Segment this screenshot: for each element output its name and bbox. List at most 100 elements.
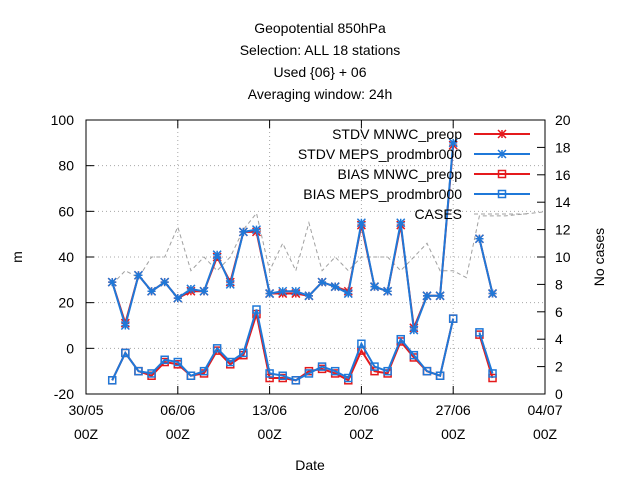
data-point: [107, 376, 117, 385]
data-point: [435, 291, 445, 301]
data-point: [383, 366, 392, 376]
legend: STDV MNWC_preop STDV MEPS_prodmbr000 BIAS …: [298, 126, 530, 222]
y2-tick-label: 20: [555, 112, 571, 128]
x-tick-label: 13/06: [252, 402, 287, 418]
y2-tick-label: 8: [555, 276, 563, 292]
data-point: [278, 371, 287, 380]
data-point: [409, 350, 419, 360]
x-tick-label: 00Z: [74, 426, 99, 442]
legend-label: STDV MNWC_preop: [332, 126, 462, 142]
data-point: [396, 218, 406, 228]
data-point: [199, 286, 209, 296]
data-point: [160, 355, 169, 364]
data-point: [422, 366, 432, 376]
data-point: [317, 277, 327, 287]
data-point: [304, 369, 314, 378]
x-tick-label: 00Z: [441, 426, 466, 442]
y2-tick-label: 12: [555, 222, 571, 238]
data-point: [330, 366, 340, 376]
data-point: [344, 373, 353, 383]
x-tick-label: 00Z: [258, 426, 283, 442]
series-1: [107, 138, 498, 335]
title-line: Averaging window: 24h: [248, 86, 393, 102]
y-axis-label: m: [9, 251, 25, 263]
data-point: [422, 291, 432, 301]
data-point: [173, 293, 183, 303]
data-point: [278, 286, 288, 296]
data-point: [226, 357, 235, 367]
legend-marker: [497, 129, 507, 139]
chart-title: Geopotential 850hPa Selection: ALL 18 sta…: [240, 20, 401, 102]
legend-label: STDV MEPS_prodmbr000: [298, 146, 462, 162]
y2-axis-label: No cases: [591, 228, 607, 286]
series-3: [107, 305, 497, 385]
data-point: [475, 328, 484, 337]
x-tick-label: 20/06: [344, 402, 379, 418]
data-point: [488, 369, 497, 378]
series-line: [111, 309, 494, 382]
series-4: [111, 211, 546, 285]
data-point: [291, 376, 301, 385]
data-point: [383, 286, 393, 296]
data-point: [448, 314, 458, 323]
data-point: [133, 270, 143, 280]
data-point: [291, 286, 301, 296]
y-tick-label: -20: [54, 386, 74, 402]
x-tick-label: 30/05: [68, 402, 103, 418]
data-point: [134, 366, 143, 376]
data-point: [225, 279, 235, 289]
data-point: [265, 373, 274, 383]
data-point: [252, 305, 261, 314]
data-point: [448, 138, 458, 148]
data-point: [356, 218, 366, 228]
title-line: Selection: ALL 18 stations: [240, 42, 401, 58]
data-point: [357, 339, 366, 349]
x-axis-label: Date: [295, 457, 325, 473]
series-line: [111, 211, 546, 285]
data-point: [186, 371, 196, 380]
data-point: [330, 282, 340, 292]
y-tick-label: 20: [58, 295, 74, 311]
y-tick-label: 0: [66, 340, 74, 356]
data-point: [488, 373, 497, 383]
data-point: [304, 291, 314, 301]
data-point: [212, 250, 222, 260]
y-tick-label: 100: [51, 112, 75, 128]
y2-tick-label: 10: [555, 249, 571, 265]
data-point: [212, 344, 222, 353]
data-point: [173, 357, 183, 367]
data-point: [474, 234, 484, 244]
data-point: [435, 371, 445, 380]
legend-label: BIAS MNWC_preop: [338, 166, 463, 182]
y2-tick-label: 4: [555, 331, 563, 347]
x-tick-label: 06/06: [160, 402, 195, 418]
y-tick-label: 40: [58, 249, 74, 265]
data-point: [147, 286, 157, 296]
data-point: [370, 366, 379, 376]
legend-label: BIAS MEPS_prodmbr000: [303, 186, 462, 202]
y2-tick-label: 16: [555, 167, 571, 183]
data-point: [317, 362, 327, 371]
title-line: Geopotential 850hPa: [254, 20, 386, 36]
series-line: [111, 310, 494, 382]
y-tick-label: 60: [58, 203, 74, 219]
y2-tick-label: 0: [555, 386, 563, 402]
series: [107, 138, 546, 385]
data-point: [251, 225, 262, 235]
y2-tick-label: 14: [555, 194, 571, 210]
y-tick-label: 80: [58, 158, 74, 174]
x-tick-label: 00Z: [166, 426, 191, 442]
data-point: [343, 289, 353, 299]
data-point: [107, 277, 117, 287]
data-point: [160, 277, 170, 287]
data-point: [121, 348, 130, 358]
data-point: [265, 289, 275, 299]
y2-tick-label: 18: [555, 139, 571, 155]
x-tick-label: 00Z: [533, 426, 558, 442]
data-point: [265, 369, 274, 378]
title-line: Used {06} + 06: [273, 64, 366, 80]
data-point: [239, 348, 248, 358]
data-point: [199, 366, 209, 376]
legend-marker: [497, 149, 507, 159]
